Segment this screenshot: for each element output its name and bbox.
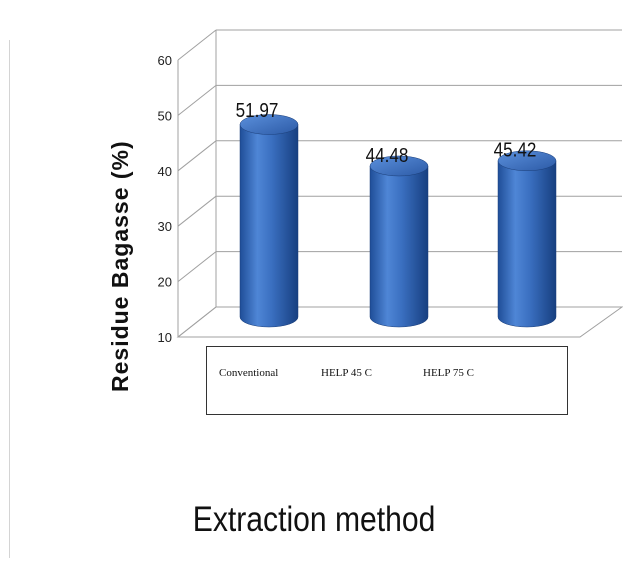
x-axis-title: Extraction method <box>192 500 436 539</box>
left-border-line <box>9 40 10 558</box>
y-tick-label: 40 <box>158 164 172 179</box>
bar-body <box>239 124 299 328</box>
data-label: 51.97 <box>236 100 279 123</box>
y-axis-title: Residue Bagasse (%) <box>107 140 133 392</box>
data-labels: 51.97 44.48 45.42 <box>236 100 537 168</box>
bars <box>239 114 557 328</box>
gridline-side <box>177 306 217 338</box>
y-tick-label: 60 <box>158 53 172 68</box>
category-axis-box: Conventional HELP 45 C HELP 75 C <box>206 346 568 415</box>
data-label: 45.42 <box>494 139 537 162</box>
bar-top <box>497 150 557 172</box>
gridline-side <box>177 140 217 172</box>
gridline-side <box>177 29 217 61</box>
bar-1 <box>239 114 299 328</box>
bar-2 <box>369 155 429 328</box>
category-label-help45: HELP 45 C <box>321 367 372 379</box>
data-label: 44.48 <box>366 145 409 168</box>
gridline-side <box>177 251 217 282</box>
bar-body <box>369 165 429 328</box>
y-tick-label: 30 <box>158 219 172 234</box>
bar-top <box>369 155 429 177</box>
y-tick-label: 50 <box>158 108 172 123</box>
y-tick-label: 20 <box>158 275 172 290</box>
gridline-side <box>177 85 217 116</box>
bar-top <box>239 114 299 135</box>
bar-3 <box>497 150 557 328</box>
y-tick-label: 10 <box>158 330 172 345</box>
gridline-side <box>177 195 217 227</box>
category-label-conventional: Conventional <box>219 367 279 379</box>
y-axis-ticks: 10 20 30 40 50 60 <box>158 53 172 345</box>
category-label-help75: HELP 75 C <box>423 367 474 379</box>
bar-body <box>497 160 557 328</box>
